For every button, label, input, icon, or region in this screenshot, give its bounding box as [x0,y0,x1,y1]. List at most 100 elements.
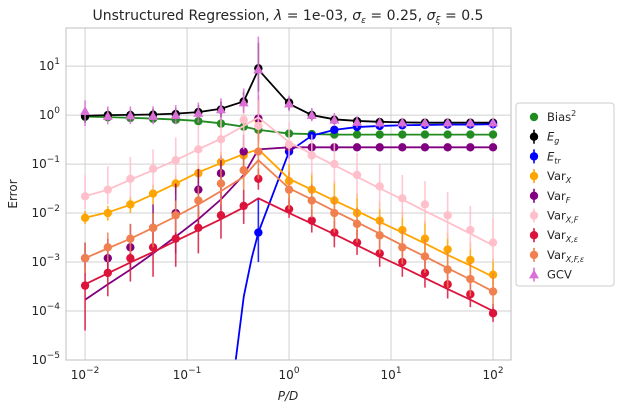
legend-label-var-f: VarF [547,189,571,205]
legend-marker-var-x [529,171,539,181]
point-var-x-f [352,219,362,229]
legend-label-e-g: Eg [547,130,559,146]
point-var-x-f [488,287,498,296]
y-tick-label: 101 [39,57,60,73]
point-var-x-f [103,185,112,194]
legend-label-var-x: VarX [547,169,572,185]
point-var-x [239,201,248,211]
legend-marker-e-tr [529,152,539,161]
legend-box [515,102,615,287]
point-bias-2 [375,130,384,139]
point-gcv [215,104,226,114]
y-tick-label: 10−5 [31,351,60,367]
point-var-x [80,281,90,290]
point-var-f [239,147,248,156]
point-var-x-f [398,243,407,252]
point-var-x-f [284,185,294,194]
point-var-x [443,245,452,254]
point-var-x-f [194,196,203,205]
legend-label-var-x-f: VarX,F [547,209,579,225]
legend-marker-var-x [529,231,539,240]
point-var-x-f [239,165,248,175]
point-gcv [374,117,385,127]
point-var-x [194,223,203,233]
point-gcv [253,64,264,74]
point-bias-2 [398,130,407,139]
point-var-x [148,189,158,198]
point-var-x-f [466,274,475,284]
point-var-x-f [216,135,226,144]
tick-layer: 10−2 10−1 100 101 102 10−5 10−4 10−3 10−2 10−1 100… [31,57,503,382]
point-var-x-f [254,147,263,156]
x-tick-label: 10−1 [173,366,202,382]
point-gcv [148,111,159,120]
point-gcv [397,117,408,127]
point-var-x-f [443,265,452,274]
legend-entries: Bias2 Eg Etr VarX VarF VarX,F VarX,ε VarX,F,ε GC… [529,109,585,282]
point-var-x [307,216,316,225]
series-group [80,36,499,360]
point-var-f [375,143,384,152]
point-var-f [466,143,475,152]
plot-frame [65,27,512,361]
point-var-x-f [171,211,180,220]
point-gcv [306,110,317,119]
point-gcv [193,108,204,117]
point-bias-2 [443,130,452,139]
legend-marker-var-x-f [529,211,539,220]
point-var-x-f [148,223,158,233]
point-var-x-f [375,231,384,240]
point-var-x [126,200,135,209]
point-var-x-f [420,252,430,261]
chart-title: Unstructured Regression, λ = 1e-03, σε =… [93,8,484,26]
point-var-f [398,143,407,152]
point-var-x-f [254,121,263,131]
point-e-tr [254,228,263,237]
point-var-x-f [330,208,339,218]
legend-marker-var-x-f [529,250,539,260]
point-var-x [216,211,226,220]
y-tick-label: 100 [39,106,60,122]
point-var-x-f [443,211,452,220]
point-var-x-f [488,238,498,247]
legend-label-bias-2: Bias2 [547,109,576,124]
point-bias-2 [466,130,475,139]
point-var-x-f [80,192,90,201]
point-var-x-f [103,243,112,252]
legend-marker-gcv [529,269,539,279]
point-gcv [329,114,340,124]
point-var-x-f [126,234,135,243]
point-gcv [465,117,476,127]
point-bias-2 [488,130,498,139]
point-var-x-f [466,225,475,235]
point-bias-2 [352,130,362,139]
point-gcv [488,117,499,127]
point-var-x [126,253,135,263]
point-var-x-f [239,115,248,125]
point-var-x-f [420,200,430,209]
point-var-x-f [216,179,226,188]
point-var-x-f [307,151,316,160]
point-var-x-f [330,159,339,169]
point-gcv [80,106,91,115]
legend-label-var-x: VarX,ε [547,228,579,244]
point-var-x-f [375,182,384,191]
series-layer [80,36,499,360]
point-e-tr [330,125,339,135]
point-gcv [419,117,430,127]
point-var-x [103,208,112,218]
y-tick-label: 10−1 [31,155,60,171]
y-tick-label: 10−2 [31,204,60,220]
point-gcv [170,110,181,119]
y-axis-label: Error [6,179,20,208]
point-var-f [443,143,452,152]
point-gcv [352,117,363,126]
point-var-x-f [194,145,203,154]
point-var-x-f [148,164,158,174]
x-tick-label: 101 [381,366,402,382]
point-var-x [80,213,90,223]
point-var-x-f [284,140,294,149]
point-var-x-f [352,170,362,180]
y-tick-label: 10−4 [31,302,60,318]
